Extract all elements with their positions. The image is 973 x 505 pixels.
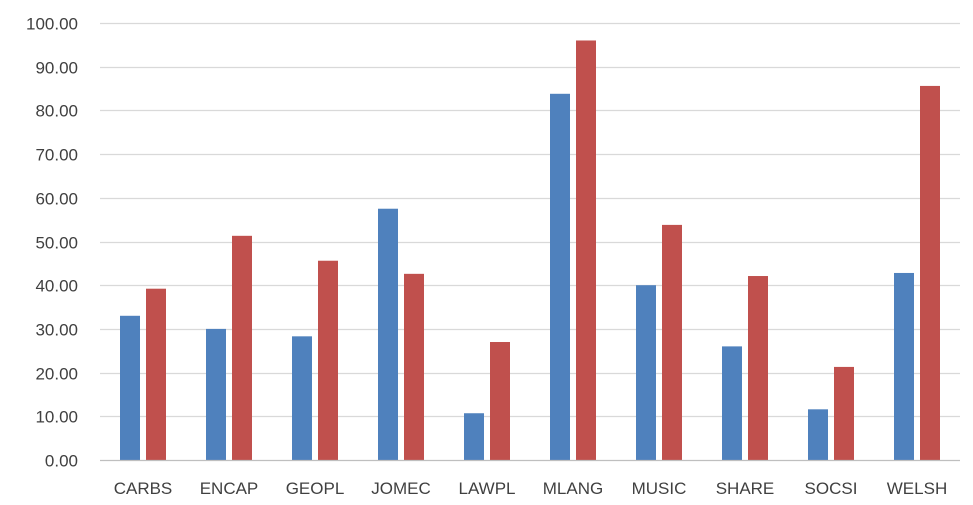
y-tick-label: 0.00 — [45, 452, 78, 471]
bar-series-1-socsi — [808, 409, 828, 460]
x-category-label: MLANG — [543, 479, 603, 498]
x-category-label: GEOPL — [286, 479, 345, 498]
y-tick-label: 30.00 — [35, 321, 78, 340]
bar-series-2-welsh — [920, 85, 940, 460]
axis-labels: 0.00 10.00 20.00 30.00 40.00 50.00 60.00 70.00 8… — [26, 15, 947, 499]
y-tick-label: 80.00 — [35, 102, 78, 121]
bar-series-2-music — [662, 224, 682, 460]
x-category-label: LAWPL — [458, 479, 515, 498]
gridlines — [100, 22, 960, 418]
y-tick-label: 100.00 — [26, 15, 78, 34]
bar-series-2-lawpl — [490, 342, 510, 460]
bar-series-2-encap — [232, 235, 252, 460]
y-tick-label: 20.00 — [35, 365, 78, 384]
y-tick-label: 60.00 — [35, 190, 78, 209]
bar-series-1-jomec — [378, 208, 398, 460]
x-category-label: SHARE — [716, 479, 775, 498]
x-category-label: CARBS — [114, 479, 173, 498]
bar-series-2-carbs — [146, 288, 166, 460]
x-category-label: SOCSI — [805, 479, 858, 498]
bar-series-2-share — [748, 276, 768, 460]
bar-series-1-mlang — [550, 93, 570, 460]
bar-series-1-music — [636, 285, 656, 460]
bar-series-1-geopl — [292, 336, 312, 460]
y-tick-label: 40.00 — [35, 277, 78, 296]
x-category-label: ENCAP — [200, 479, 259, 498]
y-tick-label: 10.00 — [35, 408, 78, 427]
bar-series-1-welsh — [894, 272, 914, 460]
bar-series-1-carbs — [120, 315, 140, 460]
x-category-label: WELSH — [887, 479, 947, 498]
x-category-label: JOMEC — [371, 479, 431, 498]
x-category-label: MUSIC — [632, 479, 687, 498]
bar-series-2-jomec — [404, 273, 424, 460]
bar-series-1-share — [722, 346, 742, 460]
y-tick-label: 70.00 — [35, 146, 78, 165]
y-tick-label: 50.00 — [35, 234, 78, 253]
y-tick-label: 90.00 — [35, 59, 78, 78]
bar-series-1-lawpl — [464, 413, 484, 460]
bar-series-2-socsi — [834, 366, 854, 460]
bars — [120, 40, 940, 460]
bar-series-2-geopl — [318, 260, 338, 460]
bar-series-1-encap — [206, 328, 226, 460]
bar-series-2-mlang — [576, 40, 596, 460]
